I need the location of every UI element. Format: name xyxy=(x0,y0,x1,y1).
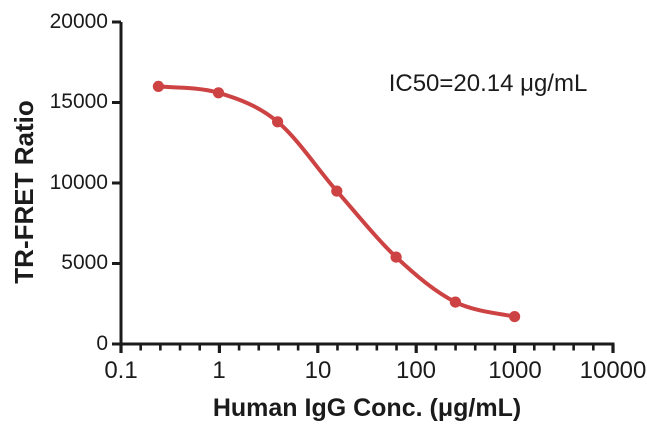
y-tick-label-20000: 20000 xyxy=(49,10,108,33)
y-axis-title: TR-FRET Ratio xyxy=(9,100,39,284)
x-tick-label-100: 100 xyxy=(395,357,437,384)
data-point-marker xyxy=(508,311,521,323)
data-point-marker xyxy=(449,296,461,308)
x-tick-label-10: 10 xyxy=(304,357,332,384)
dose-response-curve xyxy=(156,84,517,319)
data-point-marker xyxy=(390,251,402,263)
data-point-marker xyxy=(272,116,284,128)
x-tick-label-0p1: 0.1 xyxy=(104,357,138,384)
y-tick-label-5000: 5000 xyxy=(61,251,108,274)
x-tick-label-1: 1 xyxy=(212,357,226,384)
y-tick-label-0: 0 xyxy=(96,332,108,355)
y-tick-label-10000: 10000 xyxy=(49,171,108,194)
x-tick-label-1000: 1000 xyxy=(488,357,542,384)
x-axis-title: Human IgG Conc. (μg/mL) xyxy=(212,394,522,422)
data-point-marker xyxy=(152,80,164,92)
data-point-marker xyxy=(212,87,225,99)
ic50-annotation: IC50=20.14 μg/mL xyxy=(388,70,588,97)
data-point-marker xyxy=(331,185,343,197)
x-tick-label-10000: 10000 xyxy=(579,357,647,384)
y-tick-label-15000: 15000 xyxy=(49,90,108,113)
